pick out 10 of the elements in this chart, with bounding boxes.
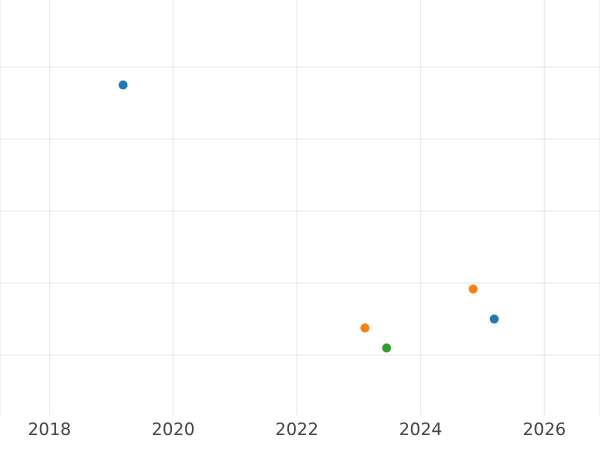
x-tick-label: 2024 bbox=[398, 420, 442, 440]
x-tick-label: 2020 bbox=[152, 420, 195, 440]
point bbox=[382, 343, 392, 352]
point bbox=[118, 80, 128, 90]
point bbox=[490, 314, 499, 324]
point bbox=[468, 284, 478, 294]
x-tick-label: 2022 bbox=[275, 420, 319, 440]
x-tick-label: 2026 bbox=[522, 420, 566, 440]
x-tick-label: 2018 bbox=[28, 420, 72, 440]
point bbox=[360, 323, 370, 332]
